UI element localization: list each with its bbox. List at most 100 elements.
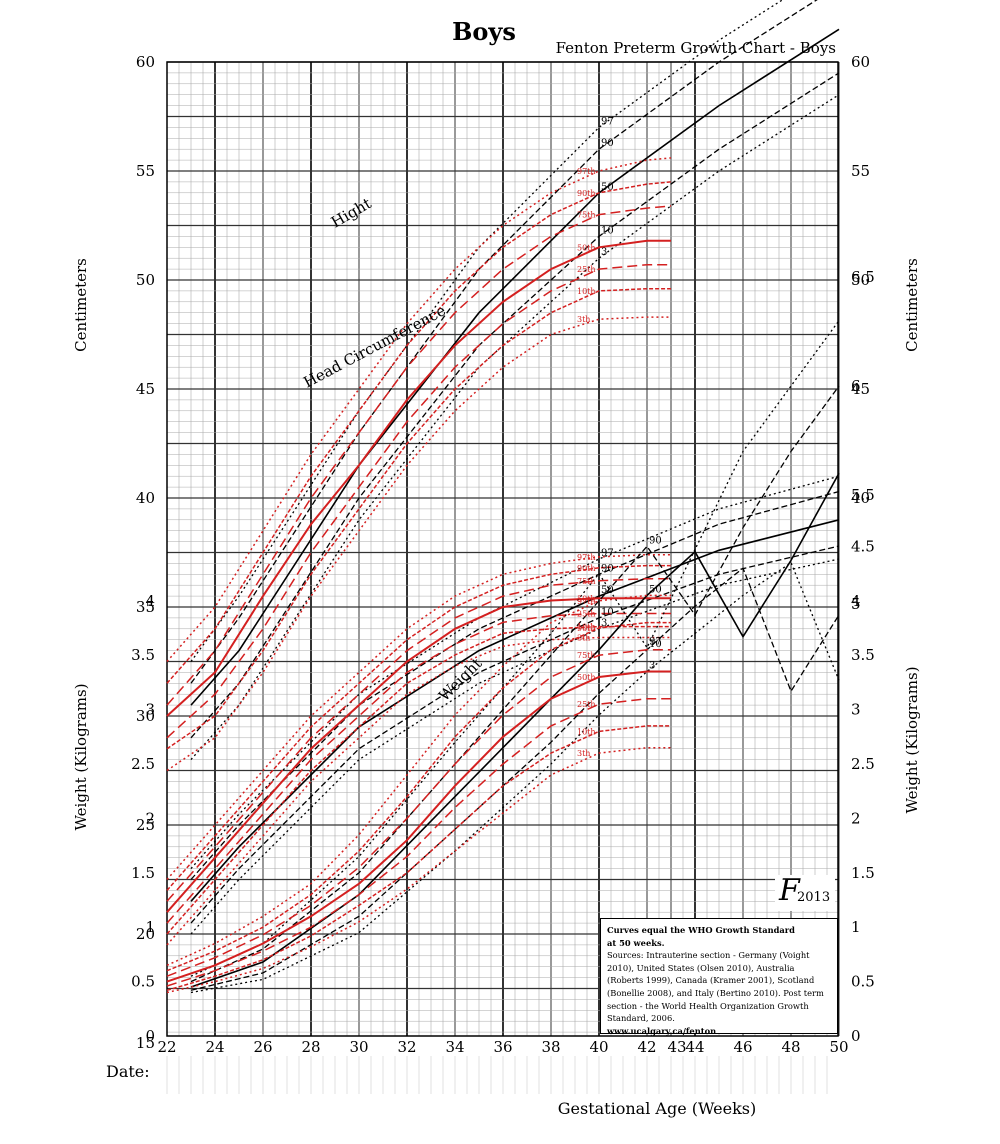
head-preterm-label: 97th [577, 553, 596, 562]
sources-text: Sources: Intrauterine section - Germany … [607, 950, 824, 1024]
y-axis-label-upper-right: Centimeters [903, 258, 921, 352]
head-who-10 [190, 545, 840, 924]
head-who-label: 3 [601, 618, 607, 629]
x-axis-label: Gestational Age (Weeks) [558, 1099, 756, 1118]
y-tick-kg-left: 2 [145, 809, 155, 827]
head-preterm-75th [166, 577, 671, 902]
weight-preterm-50th [166, 670, 671, 983]
length-preterm-90th [166, 181, 672, 684]
y-tick-kg-left: 2.5 [131, 755, 155, 773]
weight-preterm-10th [166, 725, 671, 992]
y-tick-cm-left: 35 [136, 598, 155, 616]
x-tick: 48 [781, 1038, 800, 1056]
who-note-line2: at 50 weeks. [607, 937, 665, 948]
weight-who-label: 90 [649, 535, 662, 546]
y-tick-kg-right: 1 [851, 918, 861, 936]
weight-who-10 [190, 567, 840, 991]
y-tick-cm-left: 55 [136, 162, 155, 180]
x-tick: 34 [445, 1038, 464, 1056]
y-tick-cm-left: 25 [136, 816, 155, 834]
x-tick: 44 [685, 1038, 704, 1056]
chart-series [166, 0, 840, 994]
weight-who-label: 97 [649, 637, 662, 648]
head-who-50 [190, 519, 840, 902]
length-who-label: 90 [601, 138, 614, 149]
y-tick-cm-left: 15 [136, 1034, 155, 1052]
head-preterm-90th [166, 564, 671, 891]
y-tick-kg-left: 1 [145, 918, 155, 936]
head-preterm-97th [166, 553, 671, 880]
chart-subtitle: Fenton Preterm Growth Chart - Boys [556, 39, 836, 57]
x-tick: 43 [667, 1038, 686, 1056]
y-tick-cm-right: 50 [851, 271, 870, 289]
weight-preterm-75th [166, 649, 671, 977]
weight-preterm-label: 3th [577, 749, 590, 758]
head-preterm-label: 25th [577, 610, 596, 619]
weight-preterm-label: 97th [577, 597, 596, 606]
y-tick-kg-right: 2 [851, 809, 861, 827]
x-tick: 46 [733, 1038, 752, 1056]
head-preterm-label: 10th [577, 623, 596, 632]
y-tick-kg-right: 5.5 [851, 486, 875, 504]
axis-ticks: 6055504540353025201543.532.521.510.50605… [131, 53, 875, 1056]
head-preterm-label: 90th [577, 564, 596, 573]
head-preterm-3th [166, 636, 671, 946]
length-who-50 [190, 28, 840, 706]
length-preterm-3th [166, 316, 671, 772]
weight-preterm-label: 25th [577, 700, 596, 709]
x-tick: 28 [301, 1038, 320, 1056]
weight-who-label: 50 [649, 584, 662, 595]
y-axis-label-lower-left: Weight (Kilograms) [72, 683, 90, 830]
length-preterm-10th [166, 287, 671, 750]
x-tick: 50 [829, 1038, 848, 1056]
y-tick-kg-right: 5 [851, 595, 861, 613]
sources-box: Curves equal the WHO Growth Standard at … [600, 918, 838, 1036]
length-who-label: 97 [601, 116, 614, 127]
y-axis-label-lower-right: Weight (Kilograms) [903, 666, 921, 813]
y-tick-cm-left: 45 [136, 380, 155, 398]
logo-year: 2013 [797, 890, 831, 905]
y-tick-cm-right: 60 [851, 53, 870, 71]
fenton-logo: F 2013 [775, 873, 835, 911]
length-preterm-label: 25th [577, 265, 596, 274]
percentile-labels: 97th 90th 75th 50th 25th 10th 3th 97 90 50 10 3 97th… [577, 116, 662, 758]
head-preterm-25th [166, 612, 671, 924]
length-who-label: 10 [601, 225, 614, 236]
x-tick: 38 [541, 1038, 560, 1056]
weight-preterm-25th [166, 697, 671, 987]
source-url[interactable]: www.ucalgary.ca/fenton [607, 1025, 717, 1036]
y-tick-kg-right: 3.5 [851, 646, 875, 664]
chart-title: Boys [452, 17, 516, 46]
x-tick: 24 [205, 1038, 224, 1056]
x-tick: 26 [253, 1038, 272, 1056]
weight-who-label: 10 [649, 639, 662, 650]
length-preterm-75th [166, 205, 672, 706]
x-tick: 40 [589, 1038, 608, 1056]
y-tick-cm-left: 50 [136, 271, 155, 289]
y-axis-label-upper-left: Centimeters [72, 258, 90, 352]
length-who-label: 50 [601, 182, 614, 193]
x-tick: 32 [397, 1038, 416, 1056]
y-tick-kg-right: 6.5 [851, 268, 875, 286]
y-tick-kg-left: 0.5 [131, 973, 155, 991]
x-tick: 22 [157, 1038, 176, 1056]
y-tick-kg-left: 4 [145, 592, 155, 610]
plot-frame [166, 61, 839, 1037]
y-tick-kg-right: 3 [851, 701, 861, 719]
head-preterm-label: 3th [577, 634, 590, 643]
weight-preterm-label: 75th [577, 651, 596, 660]
y-tick-cm-right: 55 [851, 162, 870, 180]
x-tick: 42 [637, 1038, 656, 1056]
head-who-label: 50 [601, 585, 614, 596]
y-tick-kg-left: 1.5 [131, 864, 155, 882]
y-tick-cm-left: 20 [136, 925, 155, 943]
weight-who-97 [190, 320, 840, 977]
length-who-90 [190, 0, 818, 684]
y-tick-kg-right: 6 [851, 377, 861, 395]
weight-who-3 [190, 561, 840, 994]
length-preterm-label: 50th [577, 243, 596, 252]
length-preterm-97th [166, 157, 672, 662]
length-preterm-label: 90th [577, 189, 596, 198]
head-who-label: 97 [601, 548, 614, 559]
